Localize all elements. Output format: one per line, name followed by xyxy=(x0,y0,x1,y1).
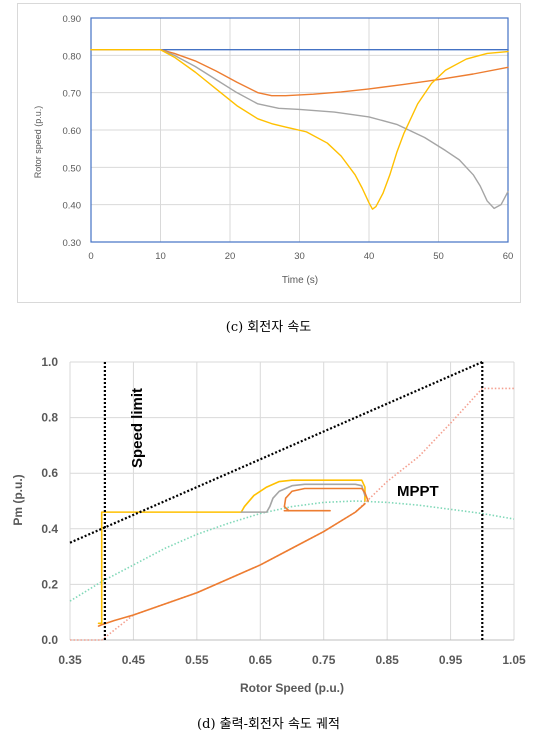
mppt-annotation: MPPT xyxy=(397,483,439,500)
series-line-5 xyxy=(283,487,369,512)
rotor-speed-chart-svg: 0.30 0.40 0.50 0.60 0.70 0.80 0.90 0 10 20 30 40 50 6… xyxy=(17,3,521,303)
chart-frame xyxy=(17,3,521,303)
x-tick-label: 0.75 xyxy=(312,653,336,667)
x-tick-label: 50 xyxy=(433,251,444,262)
series-line-4 xyxy=(240,483,366,513)
rotor-speed-chart: 0.30 0.40 0.50 0.60 0.70 0.80 0.90 0 10 20 30 40 50 6… xyxy=(17,3,521,303)
y-tick-label: 0.60 xyxy=(63,126,82,137)
caption-power-speed: (d) 출력-회전자 속도 궤적 xyxy=(197,717,340,732)
y-tick-label: 0.70 xyxy=(63,89,82,100)
series-line-2 xyxy=(90,49,509,210)
power-speed-chart-svg: 0.0 0.2 0.4 0.6 0.8 1.0 0.35 0.45 0.55 0.65 0.75 0.… xyxy=(11,355,526,695)
y-tick-label: 0.40 xyxy=(63,201,82,212)
x-tick-label: 0.35 xyxy=(58,653,82,667)
x-tick-label: 40 xyxy=(364,251,375,262)
y-tick-label: 0.80 xyxy=(63,51,82,62)
y-tick-label: 0.4 xyxy=(41,522,58,536)
x-tick-label: 20 xyxy=(225,251,236,262)
speed-limit-annotation: Speed limit xyxy=(129,388,146,468)
x-axis-label: Time (s) xyxy=(282,275,318,286)
y-tick-label: 0.6 xyxy=(41,466,58,480)
series-line-0 xyxy=(69,500,515,602)
x-tick-label: 1.05 xyxy=(502,653,526,667)
x-tick-label: 30 xyxy=(294,251,305,262)
series-line-2 xyxy=(97,502,366,627)
power-speed-chart: 0.0 0.2 0.4 0.6 0.8 1.0 0.35 0.45 0.55 0.65 0.75 0.… xyxy=(0,348,537,700)
y-tick-label: 0.8 xyxy=(41,411,58,425)
y-axis-label: Pm (p.u.) xyxy=(11,474,25,525)
caption-rotor-speed: (c) 회전자 속도 xyxy=(225,320,312,335)
x-tick-label: 0.95 xyxy=(439,653,463,667)
x-tick-label: 0.85 xyxy=(375,653,399,667)
x-tick-label: 0.55 xyxy=(185,653,209,667)
y-tick-label: 1.0 xyxy=(41,355,58,369)
plot-area-border xyxy=(90,17,509,243)
x-tick-label: 60 xyxy=(503,251,514,262)
x-tick-label: 0.45 xyxy=(122,653,146,667)
x-tick-label: 0.65 xyxy=(249,653,273,667)
series-line-1 xyxy=(90,49,509,97)
series-line-3 xyxy=(97,479,366,625)
x-tick-label: 0 xyxy=(88,251,93,262)
y-tick-label: 0.2 xyxy=(41,577,58,591)
x-tick-label: 10 xyxy=(155,251,166,262)
y-axis-label: Rotor speed (p.u.) xyxy=(33,106,43,179)
series-line-3 xyxy=(90,49,509,210)
y-tick-label: 0.50 xyxy=(63,163,82,174)
x-axis-label: Rotor Speed (p.u.) xyxy=(240,681,344,695)
y-tick-label: 0.90 xyxy=(63,14,82,25)
y-tick-label: 0.30 xyxy=(63,238,82,249)
series-line-7 xyxy=(69,360,483,544)
y-tick-label: 0.0 xyxy=(41,633,58,647)
